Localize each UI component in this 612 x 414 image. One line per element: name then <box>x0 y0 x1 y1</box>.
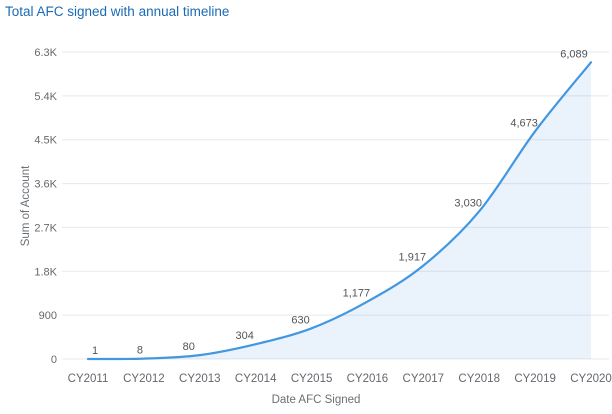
x-tick-label: CY2018 <box>458 373 500 385</box>
y-tick-label: 5.4K <box>34 91 57 103</box>
series-area-fill <box>88 62 591 360</box>
data-point-label: 4,673 <box>510 117 538 129</box>
chart-generated-root: 0 900 1.8K 2.7K 3.6K 4.5K 5.4K 6.3K 1 8 80 304 630 1,… <box>34 47 611 385</box>
x-tick-label: CY2012 <box>123 373 165 385</box>
data-point-label: 1,917 <box>399 252 427 264</box>
data-labels: 1 8 80 304 630 1,177 1,917 3,030 4,673 6,089 <box>92 48 588 357</box>
data-point-label: 80 <box>183 341 195 353</box>
data-point-label: 630 <box>291 314 309 326</box>
x-tick-label: CY2016 <box>347 373 389 385</box>
y-tick-label: 2.7K <box>34 222 57 234</box>
x-tick-label: CY2019 <box>514 373 556 385</box>
y-gridlines <box>62 51 609 360</box>
x-axis-title: Date AFC Signed <box>272 394 361 406</box>
y-axis-title: Sum of Account <box>20 165 32 246</box>
data-point-label: 1 <box>92 345 98 357</box>
data-point-label: 8 <box>137 345 143 357</box>
x-tick-label: CY2011 <box>68 373 109 385</box>
data-point-label: 1,177 <box>343 288 371 300</box>
data-point-label: 304 <box>236 330 254 342</box>
data-point-label: 3,030 <box>454 197 482 209</box>
x-axis-tick-labels: CY2011 CY2012 CY2013 CY2014 CY2015 CY2016 CY20… <box>68 373 612 385</box>
x-tick-label: CY2013 <box>179 373 221 385</box>
x-tick-label: CY2015 <box>291 373 333 385</box>
x-tick-label: CY2017 <box>403 373 445 385</box>
y-tick-label: 900 <box>39 310 57 322</box>
y-tick-label: 6.3K <box>34 47 57 59</box>
data-point-label: 6,089 <box>560 48 588 60</box>
y-tick-label: 0 <box>51 354 57 366</box>
y-axis-tick-labels: 0 900 1.8K 2.7K 3.6K 4.5K 5.4K 6.3K <box>34 47 57 366</box>
y-tick-label: 3.6K <box>34 179 57 191</box>
x-tick-label: CY2020 <box>570 373 612 385</box>
y-tick-label: 4.5K <box>34 135 57 147</box>
x-tick-label: CY2014 <box>235 373 277 385</box>
series-line <box>86 61 593 361</box>
y-tick-label: 1.8K <box>34 266 57 278</box>
chart-title: Total AFC signed with annual timeline <box>5 4 230 19</box>
